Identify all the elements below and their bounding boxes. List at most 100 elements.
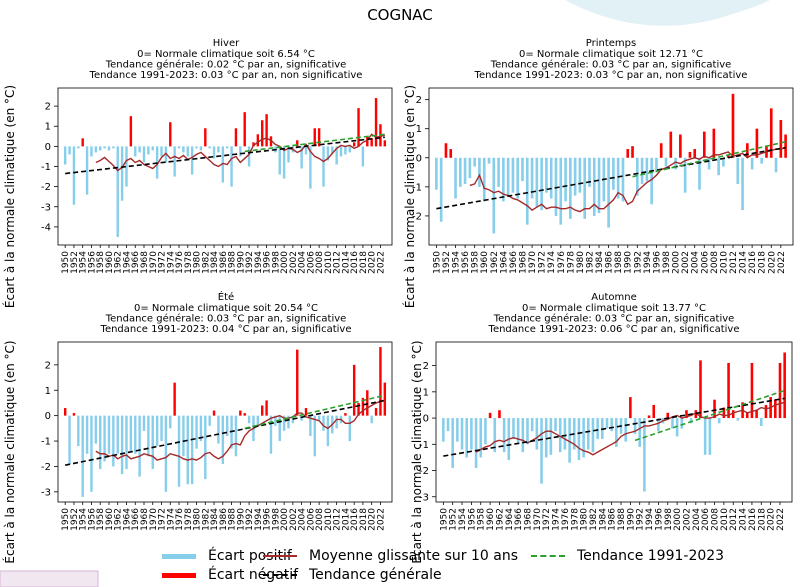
x-tick-label: 2008 <box>710 251 720 274</box>
bar-ecart-positif <box>591 418 595 453</box>
bar-ecart-positif <box>473 157 476 167</box>
x-tick-label: 1956 <box>461 251 471 274</box>
x-tick-label: 1984 <box>210 251 220 274</box>
x-tick-label: 1984 <box>595 251 605 274</box>
bar-ecart-negatif <box>256 134 260 147</box>
x-tick-label: 1976 <box>557 251 567 274</box>
bar-ecart-positif <box>530 157 534 199</box>
bar-ecart-negatif <box>449 149 453 158</box>
bar-ecart-positif <box>554 157 558 216</box>
bar-ecart-positif <box>588 157 591 187</box>
bar-ecart-positif <box>587 418 590 450</box>
bar-ecart-negatif <box>783 352 786 419</box>
bar-ecart-negatif <box>722 407 726 419</box>
x-tick-label: 2018 <box>757 508 767 531</box>
x-tick-label: 1998 <box>271 251 281 274</box>
bar-ecart-positif <box>446 418 450 432</box>
bar-ecart-negatif <box>727 362 730 419</box>
x-tick-label: 2012 <box>729 508 739 531</box>
bar-ecart-positif <box>698 157 701 190</box>
bar-ecart-negatif <box>383 382 387 416</box>
bar-ecart-positif <box>564 157 567 202</box>
x-tick-label: 1992 <box>633 251 643 274</box>
bar-ecart-negatif <box>265 400 268 416</box>
trend-1991-line <box>634 389 785 442</box>
panel-subtitle-line: 0= Normale climatique soit 12.71 °C <box>519 49 703 60</box>
bar-ecart-positif <box>63 146 67 165</box>
x-tick-label: 1958 <box>96 508 106 531</box>
bar-ecart-negatif <box>731 93 735 158</box>
bar-ecart-positif <box>717 157 720 176</box>
bar-ecart-positif <box>225 146 229 149</box>
x-tick-label: 1966 <box>514 508 524 531</box>
x-tick-label: 2010 <box>719 251 729 274</box>
bar-ecart-positif <box>68 146 71 155</box>
bar-ecart-positif <box>103 415 106 462</box>
bar-ecart-positif <box>68 415 71 464</box>
bar-ecart-positif <box>708 418 712 455</box>
bar-ecart-positif <box>474 418 478 468</box>
bar-ecart-negatif <box>173 382 176 416</box>
bar-ecart-negatif <box>784 134 787 158</box>
bar-ecart-positif <box>456 418 459 442</box>
bar-ecart-negatif <box>234 128 238 147</box>
x-tick-label: 1988 <box>228 251 238 274</box>
bar-ecart-positif <box>77 146 80 149</box>
x-tick-label: 1962 <box>495 508 505 531</box>
y-axis-label: Écart à la normale climatique (en °C) <box>2 85 17 308</box>
bar-ecart-negatif <box>679 134 682 158</box>
bar-ecart-negatif <box>731 410 735 419</box>
bar-ecart-negatif <box>746 143 749 158</box>
bar-ecart-negatif <box>444 143 448 158</box>
x-tick-label: 1988 <box>617 508 627 531</box>
bar-ecart-positif <box>511 157 515 193</box>
bar-ecart-negatif <box>129 116 133 147</box>
bar-ecart-positif <box>607 157 610 228</box>
x-tick-label: 1954 <box>452 251 462 274</box>
bar-ecart-positif <box>190 415 194 485</box>
bar-ecart-positif <box>304 146 308 155</box>
x-tick-label: 1978 <box>566 251 576 274</box>
bar-ecart-positif <box>199 146 203 151</box>
bar-ecart-negatif <box>685 410 688 419</box>
x-tick-label: 1998 <box>662 251 672 274</box>
bar-ecart-positif <box>300 146 303 169</box>
bar-ecart-positif <box>348 415 351 442</box>
panel-subtitle-line: Tendance 1991-2023: 0.04 °C par an, sign… <box>100 324 352 335</box>
bar-ecart-positif <box>502 418 506 453</box>
x-tick-label: 2020 <box>368 251 378 274</box>
bar-ecart-positif <box>722 157 725 167</box>
bar-ecart-positif <box>563 418 567 450</box>
bar-ecart-positif <box>221 415 225 464</box>
x-tick-label: 1982 <box>585 251 595 274</box>
bar-ecart-negatif <box>252 142 255 147</box>
bar-ecart-positif <box>169 415 172 429</box>
bar-ecart-negatif <box>702 131 706 158</box>
moving-average-line <box>469 146 786 213</box>
bar-ecart-positif <box>558 418 562 453</box>
x-tick-label: 1992 <box>245 508 255 531</box>
bar-ecart-positif <box>85 415 89 454</box>
x-tick-label: 1964 <box>505 508 515 531</box>
trend-general-line <box>65 136 385 175</box>
bar-ecart-positif <box>81 415 84 497</box>
panel-subtitle-line: Tendance 1991-2023: 0.03 °C par an, non … <box>89 70 363 81</box>
x-tick-label: 2022 <box>776 508 786 531</box>
bar-ecart-positif <box>116 415 119 454</box>
y-tick-label: -2 <box>419 466 429 477</box>
x-tick-label: 2006 <box>701 508 711 531</box>
bar-ecart-negatif <box>239 410 242 416</box>
bar-ecart-positif <box>530 418 534 432</box>
bar-ecart-positif <box>610 418 613 432</box>
bar-ecart-positif <box>454 157 457 199</box>
bar-ecart-positif <box>103 146 106 149</box>
bar-ecart-positif <box>208 415 211 426</box>
bar-ecart-positif <box>535 157 539 208</box>
bar-ecart-negatif <box>379 347 382 416</box>
x-tick-label: 1958 <box>96 251 106 274</box>
bar-ecart-negatif <box>361 397 365 416</box>
x-tick-label: 1968 <box>140 251 150 274</box>
bar-ecart-positif <box>612 157 615 190</box>
x-tick-label: 1956 <box>87 251 97 274</box>
